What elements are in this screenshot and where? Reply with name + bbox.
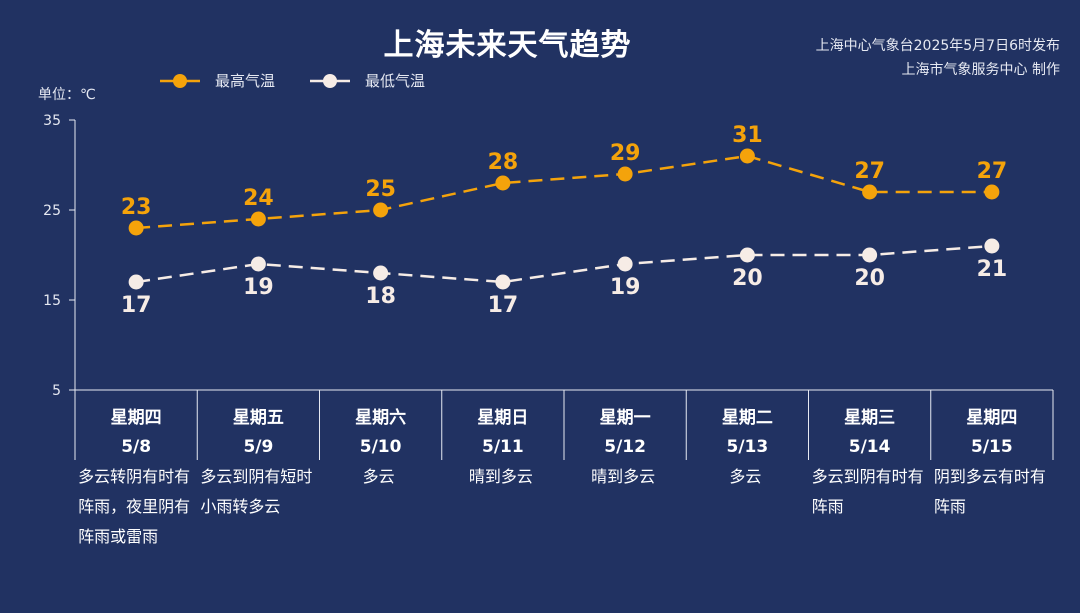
y-tick-label: 5 bbox=[52, 383, 61, 399]
data-label-high: 29 bbox=[610, 141, 641, 166]
issuer-line-1: 上海中心气象台2025年5月7日6时发布 bbox=[815, 38, 1060, 54]
day-weather-description: 阴到多云有时有阵雨 bbox=[933, 467, 1046, 516]
day-weather-description: 多云到阴有短时小雨转多云 bbox=[200, 467, 313, 516]
day-weather-description: 多云 bbox=[729, 467, 762, 486]
day-weekday: 星期四 bbox=[111, 408, 162, 428]
day-weather-description: 多云 bbox=[362, 467, 395, 486]
data-label-low: 17 bbox=[121, 293, 152, 318]
legend-marker bbox=[323, 74, 337, 88]
data-point-low bbox=[250, 256, 266, 272]
legend-label: 最低气温 bbox=[365, 72, 425, 90]
series-line-low bbox=[135, 244, 992, 284]
legend-label: 最高气温 bbox=[215, 72, 275, 90]
day-date: 5/13 bbox=[727, 437, 769, 457]
day-date: 5/12 bbox=[604, 437, 646, 457]
data-label-high: 27 bbox=[977, 159, 1008, 184]
data-label-high: 31 bbox=[732, 123, 763, 148]
data-point-high bbox=[373, 202, 389, 218]
data-point-low bbox=[862, 247, 878, 263]
data-point-high bbox=[739, 148, 755, 164]
data-label-low: 20 bbox=[732, 266, 763, 291]
day-weekday: 星期五 bbox=[233, 408, 284, 428]
data-label-high: 23 bbox=[121, 195, 152, 220]
day-weekday: 星期二 bbox=[722, 408, 773, 428]
day-weather-description: 晴到多云 bbox=[468, 467, 533, 486]
day-weekday: 星期三 bbox=[844, 408, 895, 428]
legend-marker bbox=[173, 74, 187, 88]
issuer-line-2: 上海市气象服务中心 制作 bbox=[901, 62, 1060, 78]
chart-title: 上海未来天气趋势 bbox=[383, 28, 632, 63]
day-weekday: 星期六 bbox=[355, 407, 406, 428]
data-label-high: 25 bbox=[365, 177, 396, 202]
data-label-high: 28 bbox=[488, 150, 519, 175]
data-point-low bbox=[739, 247, 755, 263]
day-date: 5/14 bbox=[849, 437, 891, 457]
data-point-low bbox=[495, 274, 511, 290]
data-label-low: 19 bbox=[243, 275, 274, 300]
data-point-high bbox=[617, 166, 633, 182]
day-weekday: 星期日 bbox=[477, 408, 528, 428]
data-point-high bbox=[128, 220, 144, 236]
data-label-low: 19 bbox=[610, 275, 641, 300]
y-tick-label: 35 bbox=[43, 113, 61, 129]
data-point-low bbox=[984, 238, 1000, 254]
data-point-low bbox=[128, 274, 144, 290]
unit-label: 单位：℃ bbox=[38, 87, 96, 103]
data-point-high bbox=[862, 184, 878, 200]
day-date: 5/8 bbox=[121, 437, 151, 457]
data-point-high bbox=[250, 211, 266, 227]
data-label-low: 21 bbox=[977, 257, 1008, 282]
y-tick-label: 25 bbox=[43, 203, 61, 219]
data-label-low: 18 bbox=[365, 284, 396, 309]
y-tick-label: 15 bbox=[43, 293, 61, 309]
day-weekday: 星期四 bbox=[966, 408, 1017, 428]
data-label-low: 20 bbox=[854, 266, 885, 291]
day-weekday: 星期一 bbox=[600, 408, 651, 428]
day-date: 5/15 bbox=[971, 437, 1013, 457]
data-label-high: 27 bbox=[854, 159, 885, 184]
day-date: 5/11 bbox=[482, 437, 524, 457]
data-point-high bbox=[984, 184, 1000, 200]
day-date: 5/9 bbox=[243, 437, 273, 457]
data-point-high bbox=[495, 175, 511, 191]
issuer-info: 上海中心气象台2025年5月7日6时发布 上海市气象服务中心 制作 bbox=[816, 34, 1060, 82]
data-label-high: 24 bbox=[243, 186, 274, 211]
day-weather-description: 多云转阴有时有阵雨，夜里阴有阵雨或雷雨 bbox=[78, 467, 191, 546]
data-label-low: 17 bbox=[488, 293, 519, 318]
data-point-low bbox=[617, 256, 633, 272]
data-point-low bbox=[373, 265, 389, 281]
day-weather-description: 多云到阴有时有阵雨 bbox=[811, 467, 924, 516]
day-date: 5/10 bbox=[360, 437, 402, 457]
series-line-high bbox=[136, 154, 992, 230]
day-weather-description: 晴到多云 bbox=[591, 467, 656, 486]
